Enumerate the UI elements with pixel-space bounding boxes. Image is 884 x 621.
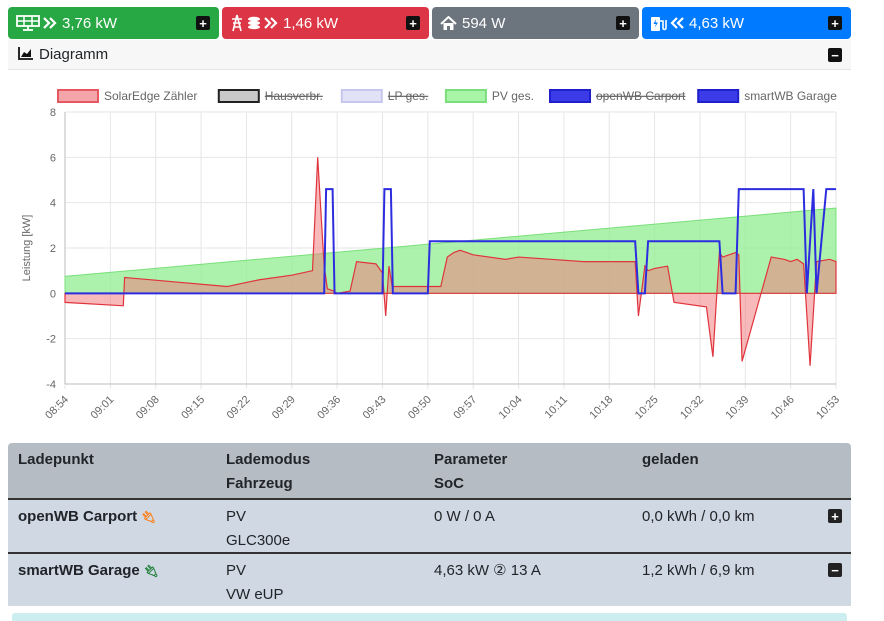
- series-smartwb-line: [65, 188, 836, 295]
- vehicle-name: GLC300e: [226, 532, 291, 549]
- area-chart-icon: [18, 46, 34, 64]
- x-tick-label: 09:36: [315, 394, 343, 422]
- charging-station-icon: [650, 15, 667, 32]
- solar-panel-icon: [16, 15, 40, 31]
- charged-energy: 1,2 kWh / 6,9 km: [642, 562, 755, 579]
- header-ladepunkt: Ladepunkt: [18, 451, 94, 468]
- pv-tile[interactable]: 3,76 kW +: [8, 7, 219, 39]
- grid-power-value: 1,46 kW: [283, 14, 339, 32]
- x-tick-label: 10:11: [543, 394, 570, 421]
- x-tick-label: 09:57: [451, 394, 479, 422]
- expand-icon[interactable]: +: [616, 16, 630, 30]
- header-fahrzeug: Fahrzeug: [226, 475, 293, 492]
- double-chevron-right-icon: [264, 17, 278, 29]
- legend-label: Hausverbr.: [265, 89, 323, 103]
- x-tick-label: 10:18: [587, 394, 615, 422]
- diagram-header[interactable]: Diagramm −: [8, 40, 851, 70]
- pv-power-value: 3,76 kW: [62, 14, 118, 32]
- x-tick-label: 08:54: [43, 394, 71, 422]
- header-geladen: geladen: [642, 451, 699, 468]
- charge-parameter: 0 W / 0 A: [434, 508, 495, 525]
- table-row-openwb-carport[interactable]: openWB Carport 🔌︎ PV GLC300e 0 W / 0 A 0,…: [8, 498, 851, 552]
- x-tick-label: 10:04: [497, 394, 525, 422]
- charged-energy: 0,0 kWh / 0,0 km: [642, 508, 755, 525]
- plug-icon: 🔌︎: [143, 564, 159, 578]
- diagram-title: Diagramm: [39, 46, 109, 63]
- expand-icon[interactable]: +: [406, 16, 420, 30]
- legend-swatch: [340, 89, 383, 103]
- house-power-value: 594 W: [462, 14, 506, 32]
- y-tick-label: 2: [50, 243, 56, 255]
- vehicle-name: VW eUP: [226, 586, 284, 603]
- legend-label: smartWB Garage: [744, 89, 837, 103]
- y-tick-label: 6: [50, 152, 56, 164]
- y-tick-label: 4: [50, 198, 56, 210]
- grid-tile[interactable]: 1,46 kW +: [222, 7, 429, 39]
- double-chevron-right-icon: [43, 17, 57, 29]
- home-icon: [440, 15, 457, 31]
- power-tower-icon: [230, 14, 244, 32]
- x-tick-label: 09:01: [89, 394, 117, 422]
- chart-svg: 8 6 4 2 0 -2 -4 08:54 09:01 09:08 09:15 09:22 09:29 0…: [21, 89, 842, 422]
- header-lademodus: Lademodus: [226, 451, 311, 468]
- x-tick-label: 09:22: [225, 394, 253, 422]
- x-tick-label: 09:08: [134, 394, 162, 422]
- x-tick-label: 10:53: [814, 394, 842, 422]
- legend-swatch: [57, 89, 99, 103]
- house-tile[interactable]: 594 W +: [432, 7, 639, 39]
- expand-icon[interactable]: +: [196, 16, 210, 30]
- legend-swatch: [217, 89, 260, 103]
- detail-panel: [12, 613, 847, 621]
- charge-mode[interactable]: PV: [226, 562, 247, 579]
- legend-swatch: [444, 89, 487, 103]
- legend-swatch: [549, 89, 591, 103]
- table-row-smartwb-garage[interactable]: smartWB Garage 🔌︎ PV VW eUP 4,63 kW ② 13 …: [8, 552, 851, 606]
- x-tick-label: 09:15: [179, 394, 207, 422]
- header-soc: SoC: [434, 475, 464, 492]
- y-tick-label: -4: [46, 379, 56, 391]
- x-tick-label: 09:29: [270, 394, 298, 422]
- table-header: Ladepunkt Lademodus Fahrzeug Parameter S…: [8, 443, 851, 498]
- x-tick-label: 10:46: [769, 394, 797, 422]
- charge-parameter: 4,63 kW ② 13 A: [434, 562, 541, 579]
- header-parameter: Parameter: [434, 451, 508, 468]
- collapse-row-icon[interactable]: −: [828, 563, 842, 577]
- legend-swatch: [697, 89, 740, 103]
- legend-label: LP ges.: [388, 89, 428, 103]
- legend-label: PV ges.: [492, 89, 534, 103]
- legend-label: openWB Carport: [596, 89, 686, 103]
- expand-icon[interactable]: +: [828, 16, 842, 30]
- power-chart: 8 6 4 2 0 -2 -4 08:54 09:01 09:08 09:15 09:22 09:29 0…: [8, 70, 851, 442]
- charge-mode[interactable]: PV: [226, 508, 247, 525]
- x-tick-label: 09:43: [361, 394, 389, 422]
- y-tick-label: 8: [50, 107, 56, 119]
- collapse-icon[interactable]: −: [828, 48, 842, 62]
- legend-label: SolarEdge Zähler: [104, 89, 197, 103]
- x-tick-label: 10:25: [633, 394, 661, 422]
- y-axis-label: Leistung [kW]: [21, 215, 33, 282]
- double-chevron-left-icon: [670, 17, 684, 29]
- charge-power-value: 4,63 kW: [689, 14, 745, 32]
- expand-row-icon[interactable]: +: [828, 509, 842, 523]
- x-tick-label: 10:39: [723, 394, 751, 422]
- charge-point-name: smartWB Garage 🔌︎: [18, 559, 159, 583]
- coins-icon: [247, 16, 261, 30]
- plug-icon: 🔌︎: [141, 510, 157, 524]
- y-tick-label: -2: [46, 334, 56, 346]
- y-tick-label: 0: [50, 288, 56, 300]
- x-tick-label: 09:50: [406, 394, 434, 422]
- x-tick-label: 10:32: [678, 394, 706, 422]
- charge-tile[interactable]: 4,63 kW +: [642, 7, 851, 39]
- charge-point-table: Ladepunkt Lademodus Fahrzeug Parameter S…: [8, 443, 851, 606]
- charge-point-name: openWB Carport 🔌︎: [18, 505, 156, 529]
